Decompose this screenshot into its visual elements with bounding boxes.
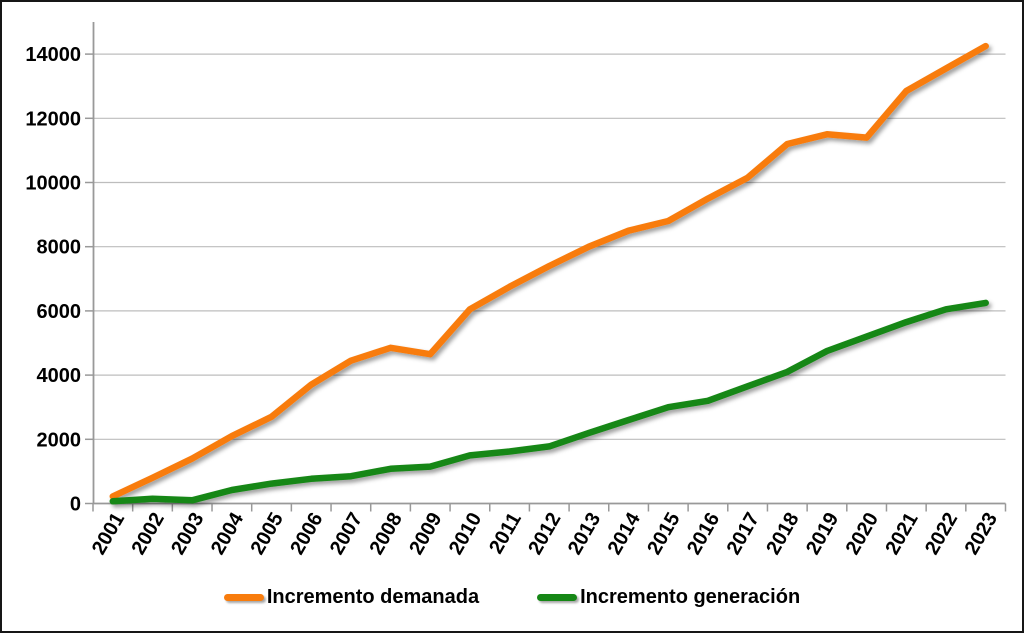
- x-tick-label-2016: 2016: [683, 509, 724, 559]
- series-line-1-incremento-generaci-n: [109, 299, 989, 505]
- x-tick-label-2004: 2004: [207, 508, 249, 558]
- x-tick-label-2007: 2007: [326, 509, 367, 559]
- y-tick-label-4000: 4000: [37, 365, 82, 387]
- gridlines-group: [93, 53, 1006, 440]
- legend-swatch-green: [537, 594, 578, 601]
- x-tick-label-2018: 2018: [762, 509, 803, 559]
- axes-group: [85, 22, 1007, 512]
- y-tick-label-12000: 12000: [25, 108, 81, 130]
- x-tick-label-2006: 2006: [286, 509, 327, 559]
- x-tick-label-2022: 2022: [921, 509, 962, 559]
- legend-label-incremento-demanada: Incremento demanada: [266, 586, 480, 608]
- x-tick-label-2020: 2020: [842, 509, 883, 559]
- x-tick-label-2003: 2003: [167, 509, 208, 559]
- y-tick-label-0: 0: [70, 494, 81, 516]
- legend-item-incremento-generacion: Incremento generación: [537, 586, 800, 609]
- x-tick-label-2011: 2011: [485, 509, 526, 558]
- x-tick-label-2005: 2005: [247, 509, 288, 559]
- x-tick-label-2023: 2023: [961, 509, 1002, 559]
- y-tick-label-6000: 6000: [37, 301, 82, 323]
- x-tick-label-2008: 2008: [366, 509, 407, 559]
- x-tick-label-2017: 2017: [723, 509, 764, 559]
- x-tick-label-2002: 2002: [128, 509, 169, 559]
- legend-item-incremento-demanada: Incremento demanada: [223, 586, 480, 609]
- x-tick-label-2015: 2015: [643, 509, 684, 559]
- x-tick-label-2009: 2009: [405, 509, 446, 559]
- x-tick-label-2019: 2019: [802, 509, 843, 559]
- x-tick-label-2010: 2010: [445, 509, 486, 559]
- x-tick-label-2013: 2013: [564, 509, 605, 559]
- axis-labels-group: 0 2000 4000 6000 8000 10000 12000 14000 20012002…: [25, 44, 1002, 558]
- x-tick-label-2014: 2014: [604, 508, 646, 558]
- x-tick-label-2012: 2012: [524, 509, 565, 559]
- x-tick-label-2001: 2001: [88, 509, 129, 559]
- y-tick-label-8000: 8000: [37, 237, 82, 259]
- legend-swatch-orange: [223, 594, 264, 601]
- y-tick-label-2000: 2000: [37, 429, 82, 451]
- y-tick-label-14000: 14000: [25, 44, 81, 66]
- legend-label-incremento-generacion: Incremento generación: [580, 586, 801, 608]
- series-group: [109, 42, 989, 505]
- y-tick-label-10000: 10000: [25, 173, 81, 195]
- legend: Incremento demanada Incremento generació…: [0, 586, 1024, 609]
- series-line-0-incremento-demanada: [109, 42, 989, 500]
- x-tick-label-2021: 2021: [881, 509, 922, 559]
